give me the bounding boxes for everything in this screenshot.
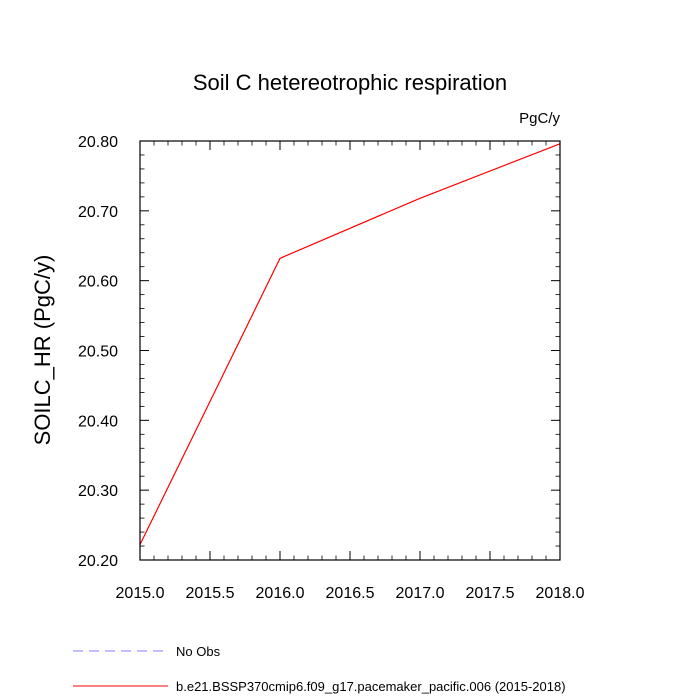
- ticks-layer: 2015.0 2015.5 2016.0 2016.5 2017.0 2017.5 2018…: [78, 134, 585, 602]
- x-tick-label: 2016.5: [326, 585, 375, 602]
- legend-label: No Obs: [176, 644, 221, 659]
- series-line: [139, 143, 561, 545]
- x-tick-label: 2018.0: [536, 585, 585, 602]
- plot-frame: [139, 140, 561, 561]
- x-tick-label: 2015.5: [186, 585, 235, 602]
- legend-label: b.e21.BSSP370cmip6.f09_g17.pacemaker_pac…: [176, 679, 566, 694]
- series-layer: [139, 143, 561, 545]
- y-tick-label: 20.40: [78, 413, 118, 430]
- y-tick-label: 20.30: [78, 483, 118, 500]
- x-tick-label: 2017.5: [466, 585, 515, 602]
- y-axis-label: SOILC_HR (PgC/y): [30, 255, 55, 446]
- y-tick-label: 20.20: [78, 553, 118, 570]
- legend: No Obs b.e21.BSSP370cmip6.f09_g17.pacemak…: [73, 644, 566, 694]
- y-tick-label: 20.50: [78, 344, 118, 361]
- y-tick-label: 20.80: [78, 134, 118, 151]
- x-tick-label: 2016.0: [256, 585, 305, 602]
- x-tick-label: 2015.0: [116, 585, 165, 602]
- chart-title: Soil C hetereotrophic respiration: [193, 70, 507, 95]
- y-tick-label: 20.70: [78, 204, 118, 221]
- y-tick-label: 20.60: [78, 274, 118, 291]
- x-tick-label: 2017.0: [396, 585, 445, 602]
- units-label: PgC/y: [519, 110, 560, 127]
